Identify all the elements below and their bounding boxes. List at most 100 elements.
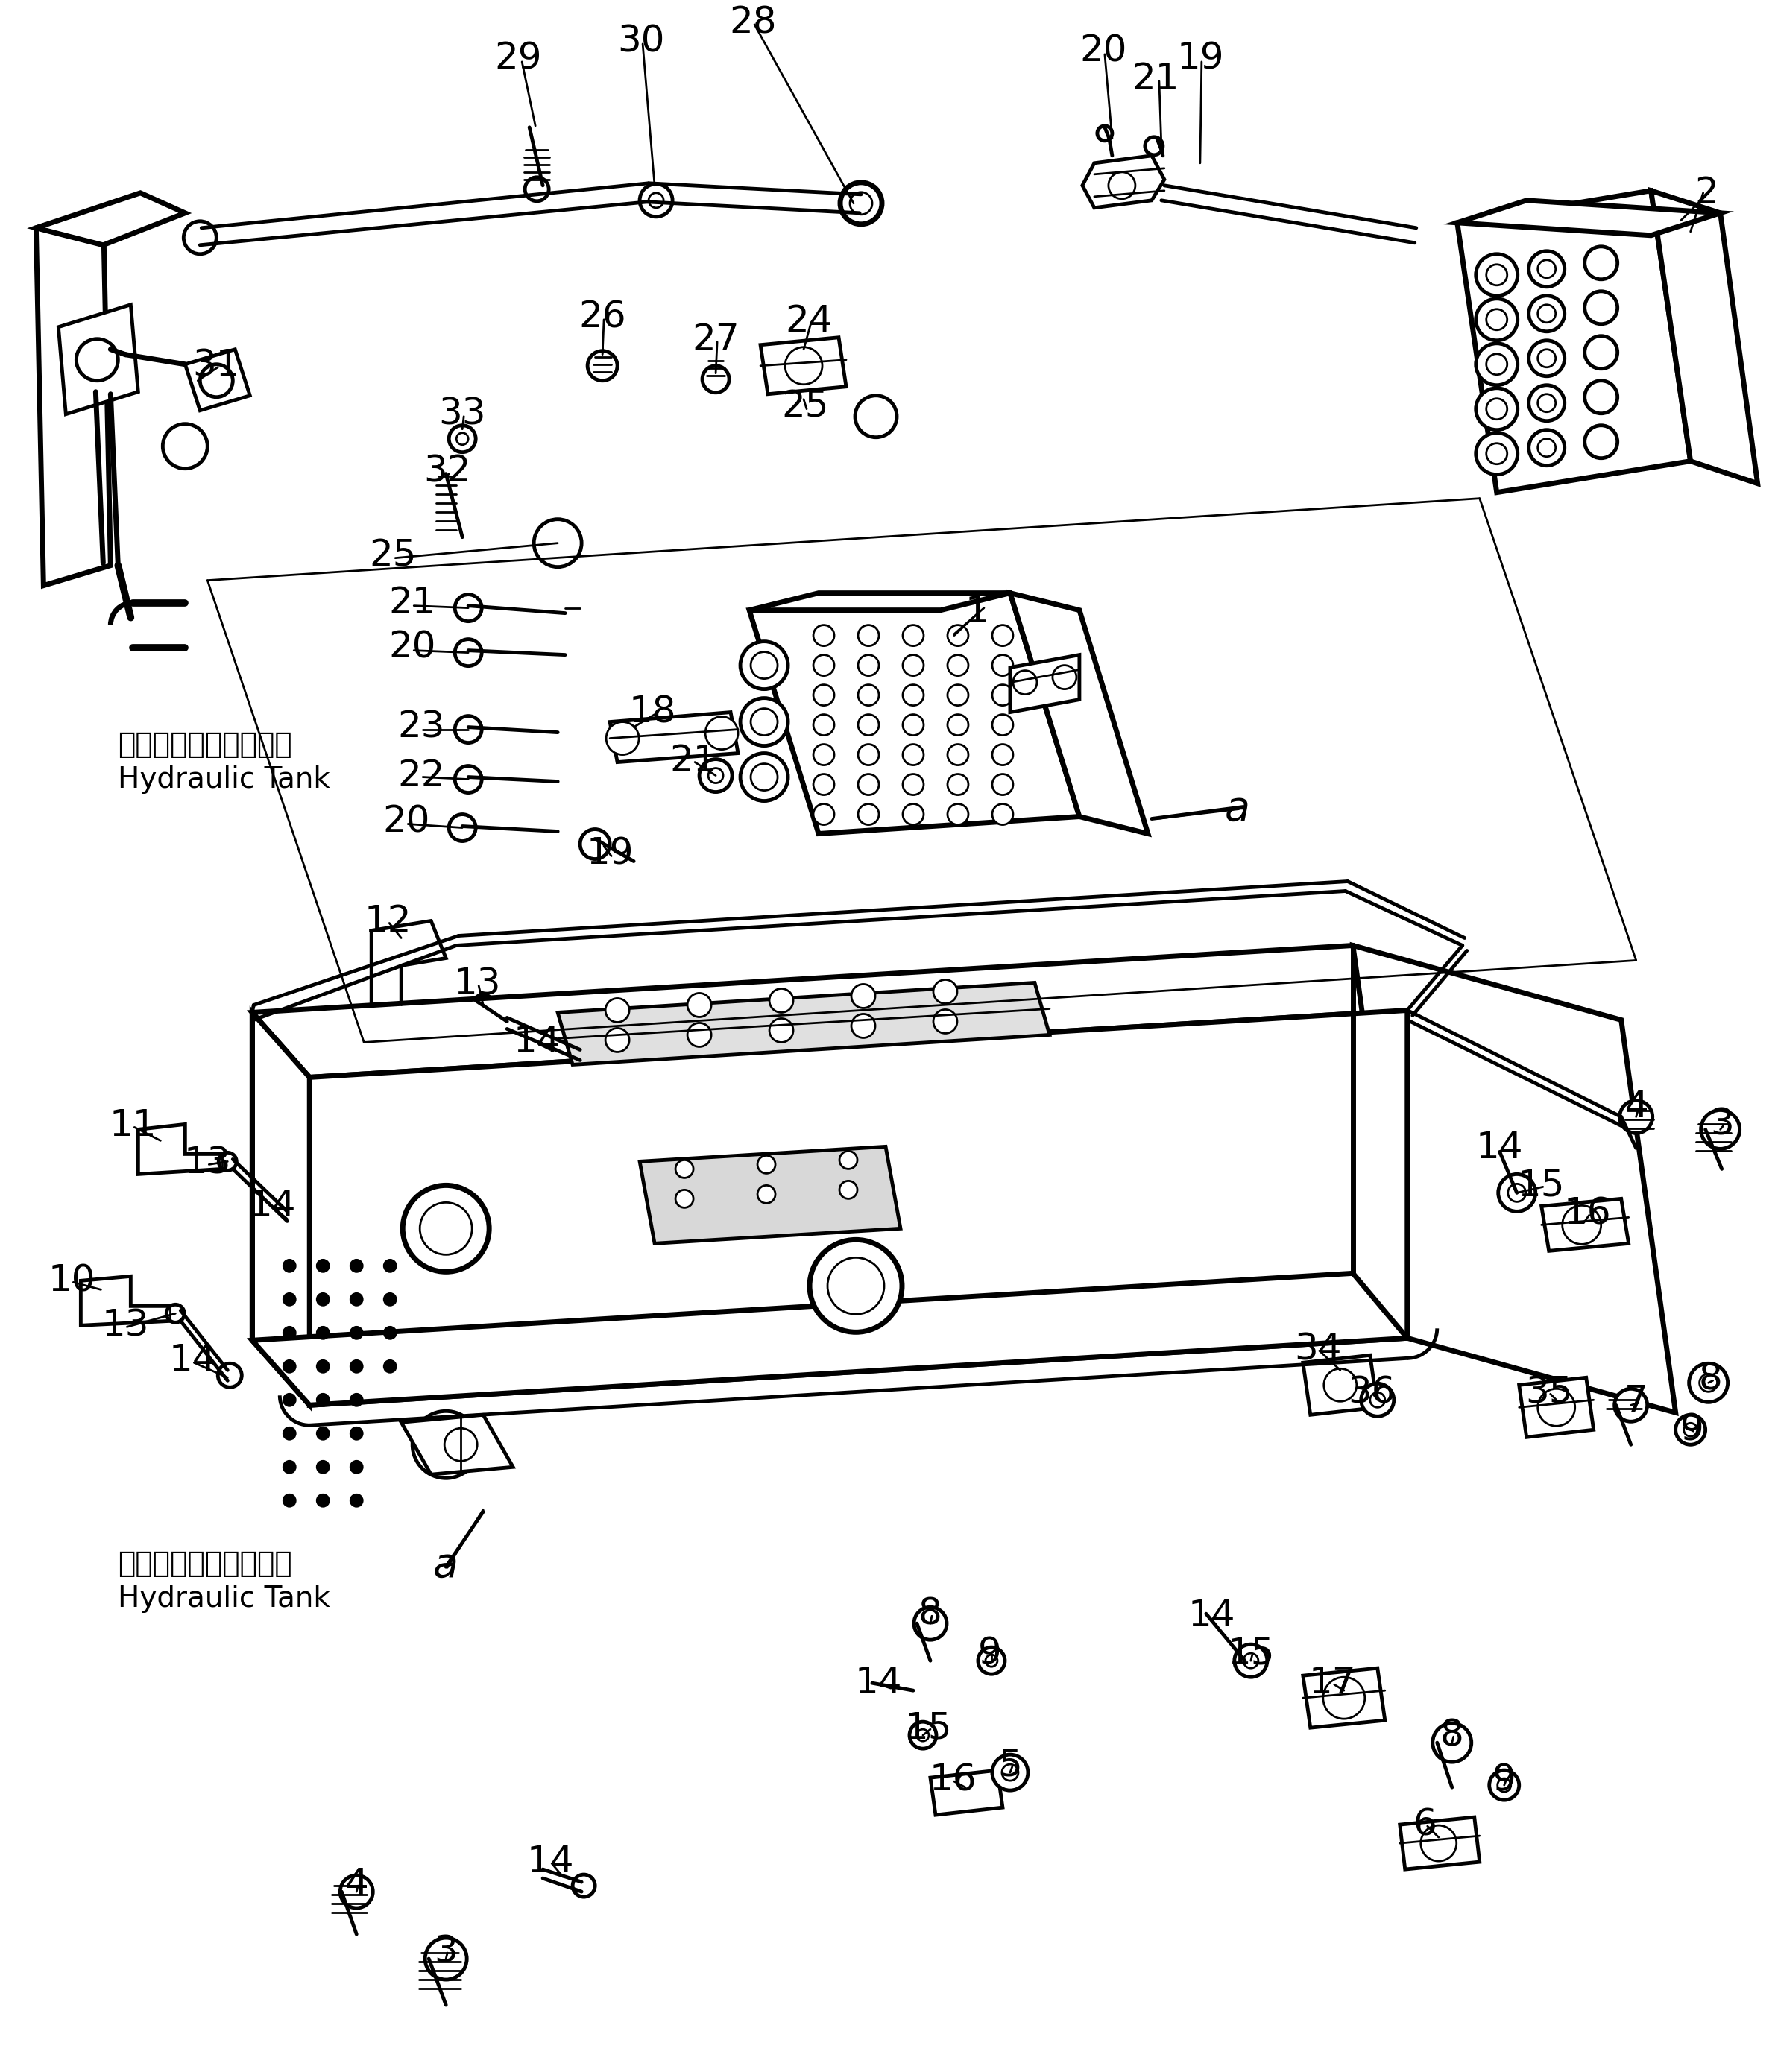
Circle shape [1528, 385, 1564, 421]
Text: 8: 8 [1440, 1718, 1464, 1753]
Circle shape [1615, 1388, 1647, 1421]
Text: 17: 17 [1310, 1666, 1356, 1701]
Text: 31: 31 [193, 348, 240, 383]
Circle shape [472, 995, 493, 1015]
Circle shape [1537, 305, 1555, 323]
Text: 13: 13 [454, 966, 501, 1003]
Circle shape [318, 1293, 328, 1305]
Text: 12: 12 [364, 903, 412, 939]
Circle shape [424, 1937, 467, 1979]
Polygon shape [1651, 191, 1757, 483]
Circle shape [1014, 671, 1037, 694]
Text: 14: 14 [527, 1844, 573, 1879]
Circle shape [639, 184, 673, 218]
Text: 20: 20 [1079, 33, 1127, 68]
Text: 33: 33 [438, 396, 486, 433]
Text: a: a [1225, 789, 1250, 829]
Circle shape [1537, 350, 1555, 367]
Circle shape [813, 804, 834, 825]
Polygon shape [749, 593, 1010, 609]
Polygon shape [930, 1769, 1003, 1815]
Circle shape [948, 744, 969, 765]
Text: 14: 14 [1477, 1129, 1523, 1167]
Circle shape [809, 1239, 902, 1332]
Polygon shape [760, 338, 847, 394]
Circle shape [1498, 1778, 1511, 1792]
Circle shape [934, 1009, 957, 1034]
Circle shape [840, 1152, 857, 1169]
Text: 34: 34 [1294, 1332, 1342, 1368]
Text: 16: 16 [1564, 1196, 1612, 1231]
Circle shape [1486, 354, 1507, 375]
Circle shape [934, 980, 957, 1003]
Circle shape [1475, 387, 1518, 429]
Circle shape [1242, 1653, 1258, 1668]
Circle shape [992, 626, 1014, 646]
Text: 14: 14 [169, 1343, 217, 1378]
Polygon shape [35, 207, 110, 586]
Circle shape [840, 182, 882, 224]
Circle shape [1108, 172, 1136, 199]
Text: 25: 25 [781, 390, 829, 425]
Circle shape [703, 367, 730, 392]
Circle shape [1537, 394, 1555, 412]
Polygon shape [1083, 155, 1164, 207]
Circle shape [1537, 1388, 1574, 1426]
Circle shape [1486, 398, 1507, 419]
Polygon shape [185, 350, 250, 410]
Text: 15: 15 [1518, 1167, 1566, 1204]
Text: 24: 24 [785, 303, 832, 340]
Polygon shape [309, 1011, 1408, 1405]
Circle shape [403, 1185, 490, 1272]
Text: 13: 13 [101, 1307, 149, 1343]
Circle shape [284, 1428, 295, 1440]
Circle shape [284, 1326, 295, 1339]
Circle shape [676, 1160, 694, 1177]
Polygon shape [82, 1276, 170, 1326]
Circle shape [903, 744, 923, 765]
Circle shape [383, 1260, 396, 1272]
Polygon shape [252, 1013, 309, 1405]
Circle shape [852, 1013, 875, 1038]
Circle shape [1475, 344, 1518, 385]
Circle shape [350, 1293, 362, 1305]
Circle shape [903, 684, 923, 707]
Circle shape [1537, 259, 1555, 278]
Polygon shape [1010, 593, 1148, 833]
Circle shape [444, 1428, 477, 1461]
Circle shape [903, 655, 923, 675]
Circle shape [948, 626, 969, 646]
Circle shape [648, 193, 664, 207]
Polygon shape [1010, 655, 1079, 713]
Circle shape [412, 1411, 479, 1477]
Circle shape [1324, 1370, 1356, 1401]
Text: 7: 7 [1624, 1384, 1647, 1419]
Circle shape [605, 999, 630, 1021]
Circle shape [1432, 1724, 1471, 1761]
Circle shape [903, 804, 923, 825]
Polygon shape [252, 945, 1408, 1077]
Circle shape [350, 1494, 362, 1506]
Circle shape [1486, 265, 1507, 286]
Text: Hydraulic Tank: Hydraulic Tank [117, 765, 330, 794]
Circle shape [769, 1019, 793, 1042]
Circle shape [1234, 1645, 1267, 1676]
Circle shape [284, 1260, 295, 1272]
Circle shape [978, 1647, 1005, 1674]
Circle shape [992, 715, 1014, 736]
Circle shape [218, 1152, 236, 1171]
Circle shape [588, 350, 618, 381]
Circle shape [992, 775, 1014, 796]
Polygon shape [639, 1146, 900, 1243]
Text: 9: 9 [1493, 1761, 1516, 1798]
Circle shape [1361, 1384, 1393, 1417]
Polygon shape [401, 1415, 513, 1475]
Text: 19: 19 [1177, 41, 1223, 77]
Polygon shape [1541, 1200, 1629, 1251]
Circle shape [1537, 439, 1555, 456]
Polygon shape [1457, 201, 1720, 236]
Circle shape [350, 1461, 362, 1473]
Circle shape [525, 178, 548, 201]
Circle shape [218, 1363, 241, 1388]
Polygon shape [749, 593, 1079, 833]
